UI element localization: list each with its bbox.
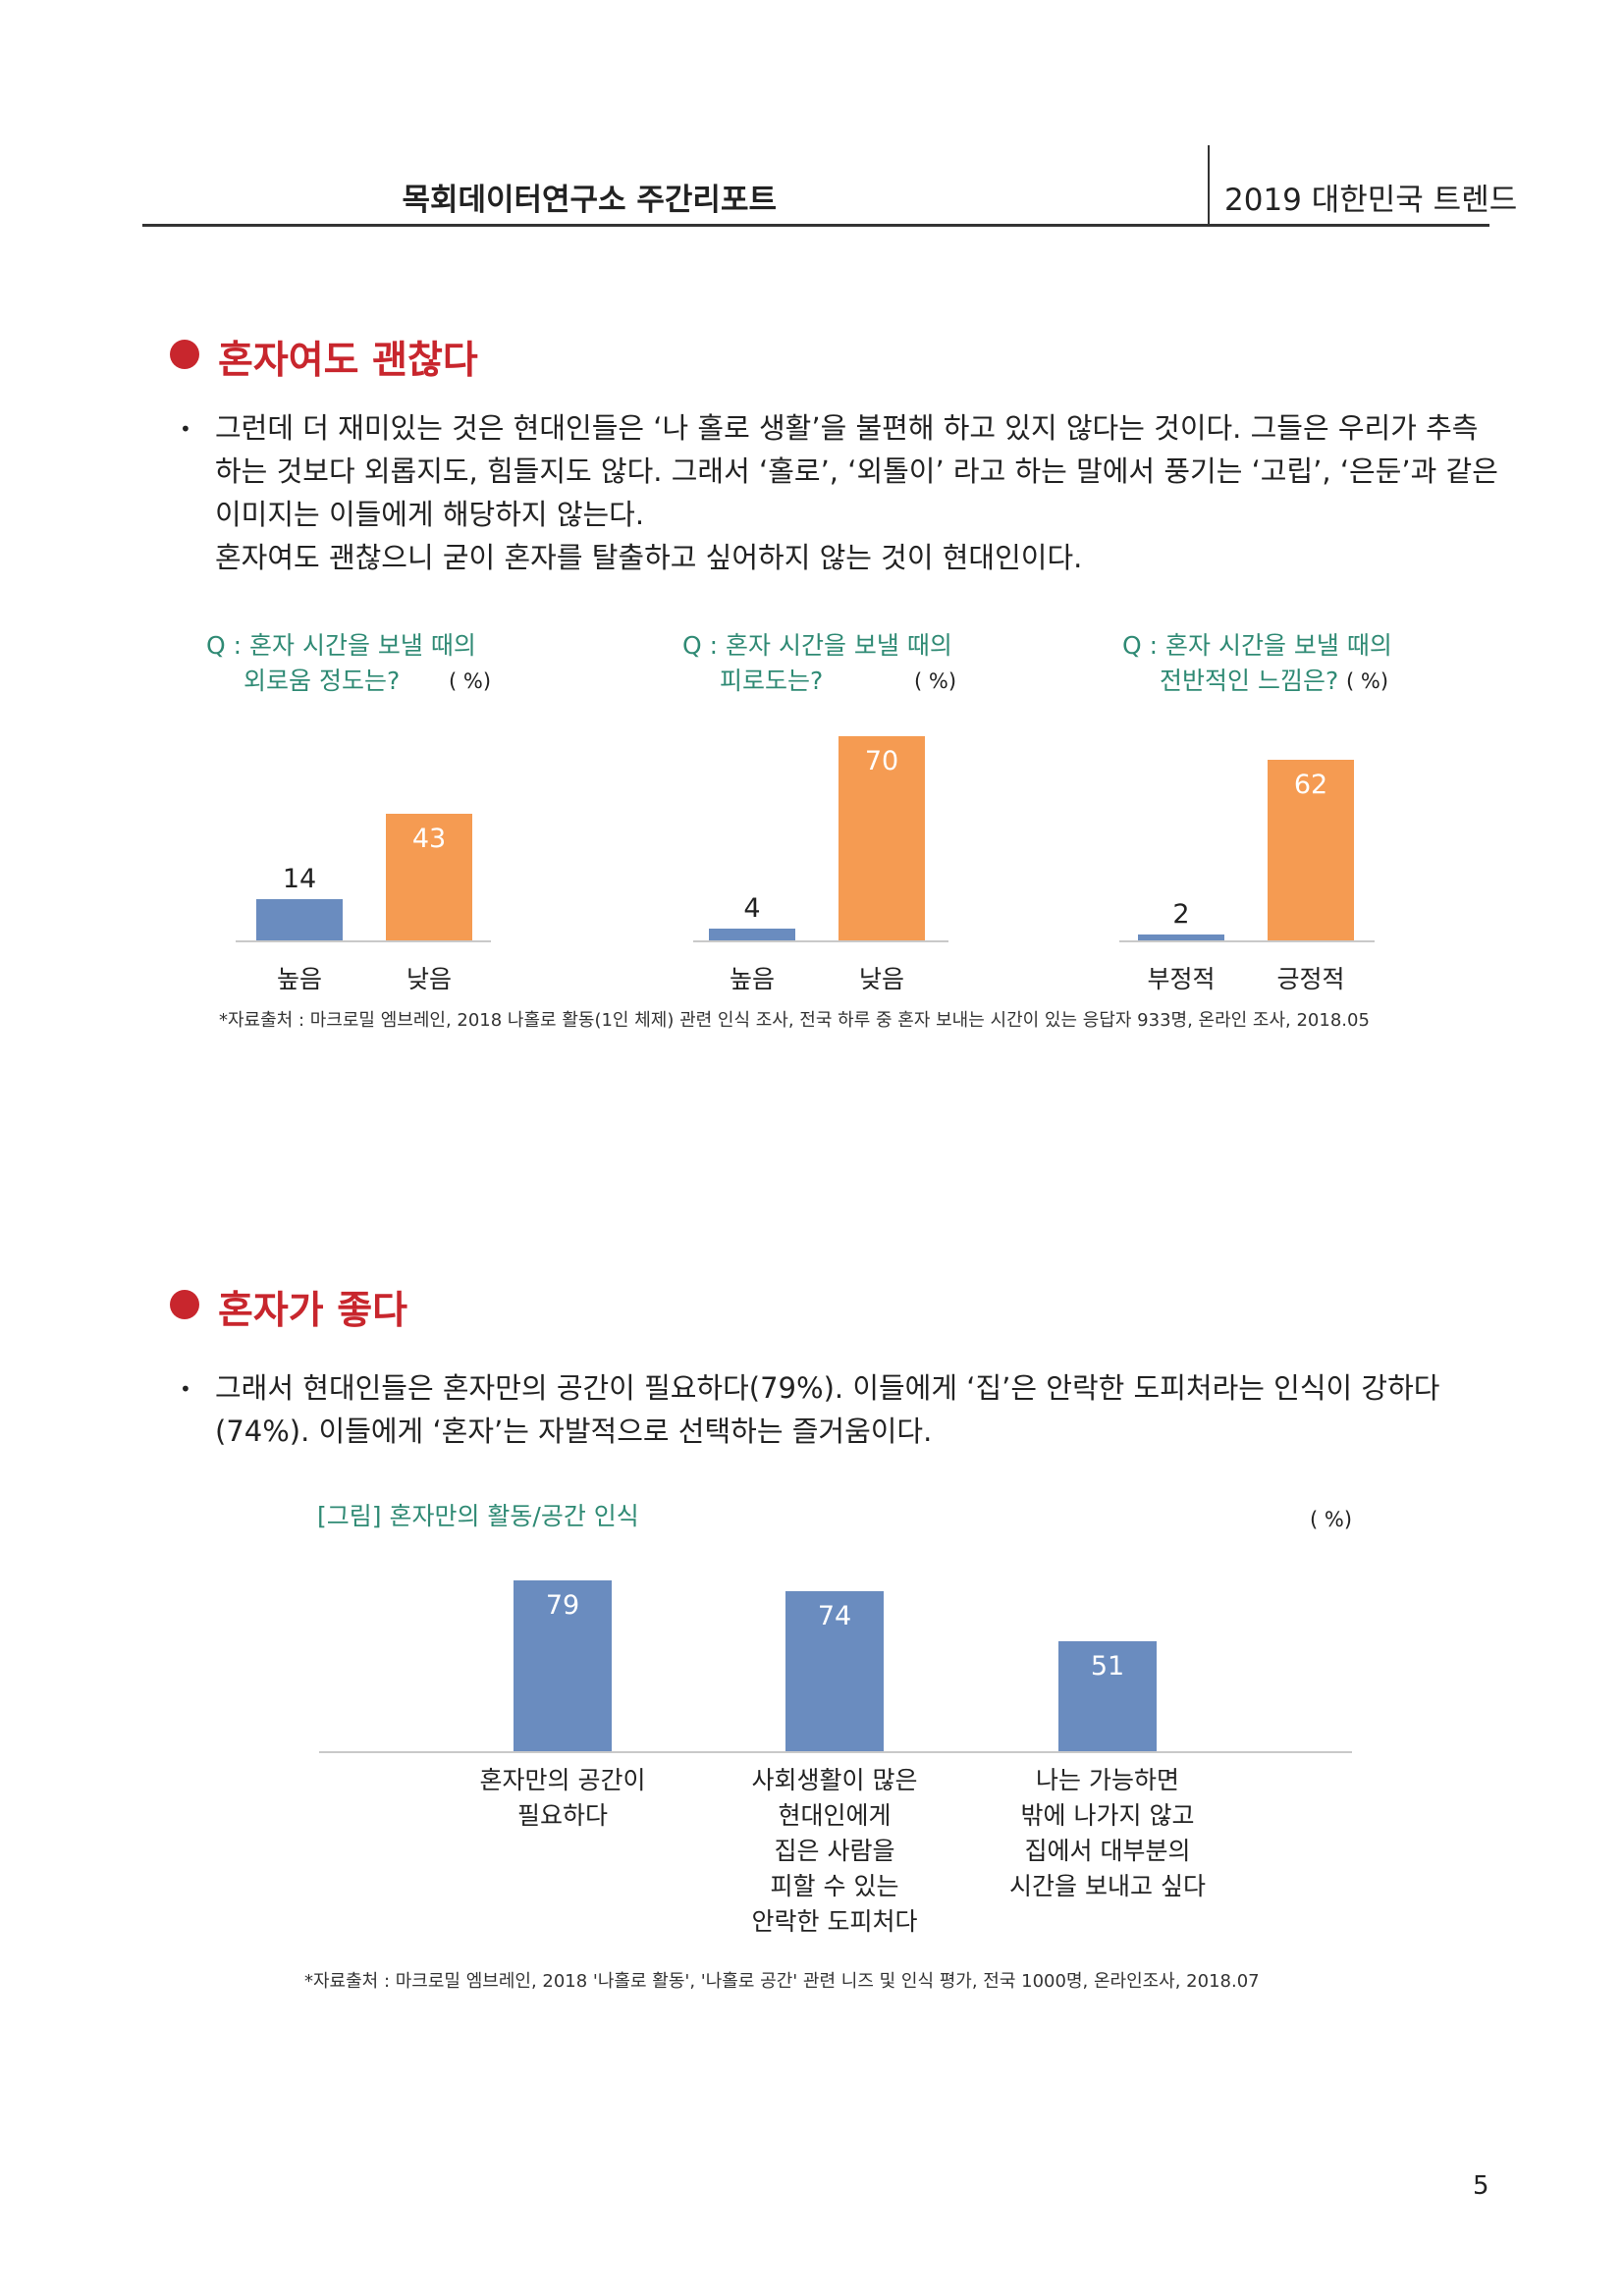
chart3-value-label: 62 [1293,769,1328,800]
chart4-bar [1058,1640,1157,1751]
category-label-line: 집은 사람을 [774,1837,895,1865]
chart3-unit: ( %) [1346,669,1389,693]
chart2-question-line: 피로도는? [720,667,824,695]
category-label-line: 밖에 나가지 않고 [1020,1801,1195,1830]
chart3-question-line: 전반적인 느낌은? [1160,667,1339,695]
chart3-baseline [1119,940,1375,942]
paragraph-bullet: • [180,1377,191,1401]
section1-title: 혼자여도 괜찮다 [218,339,478,383]
header-separator [1208,145,1210,224]
section2-line: (74%). 이들에게 ‘혼자’는 자발적으로 선택하는 즐거움이다. [215,1415,933,1448]
chart1-bar [386,814,472,940]
chart4-value-label: 74 [817,1601,852,1632]
chart4-value-label: 51 [1090,1650,1125,1682]
category-label-line: 혼자만의 공간이 [479,1766,646,1794]
chart4-title: [그림] 혼자만의 활동/공간 인식 [317,1502,639,1530]
category-label-line: 집에서 대부분의 [1024,1837,1191,1865]
category-label-line: 나는 가능하면 [1036,1766,1179,1794]
chart1-value-label: 14 [282,864,317,894]
chart2-question: Q : 혼자 시간을 보낼 때의 피로도는? [682,628,952,699]
section2-line: 그래서 현대인들은 혼자만의 공간이 필요하다(79%). 이들에게 ‘집’은 … [215,1371,1440,1405]
chart2-category-label: 낮음 [858,965,904,993]
chart2-bar [709,929,795,940]
category-label-line: 시간을 보내고 싶다 [1009,1872,1206,1900]
chart3-category-label: 부정적 [1147,965,1216,993]
section2-paragraph: 그래서 현대인들은 혼자만의 공간이 필요하다(79%). 이들에게 ‘집’은 … [215,1366,1439,1453]
section2-source: *자료출처 : 마크로밀 엠브레인, 2018 '나홀로 활동', '나홀로 공… [304,1971,1260,1992]
chart1-bar [256,899,343,940]
chart3-value-label: 2 [1172,899,1190,931]
chart4-bar [785,1591,884,1751]
section2-title: 혼자가 좋다 [218,1289,407,1333]
chart1-value-label: 43 [411,824,447,854]
chart4-baseline [319,1751,1352,1753]
chart1-question-line: Q : 혼자 시간을 보낼 때의 [206,631,476,660]
chart3-bar [1268,759,1354,940]
report-title: 목회데이터연구소 주간리포트 [402,183,777,218]
chart2-unit: ( %) [914,669,957,693]
chart4-bar [514,1580,612,1751]
chart2-baseline [693,940,948,942]
chart3-question: Q : 혼자 시간을 보낼 때의 전반적인 느낌은? [1122,628,1392,699]
section1-line: 이미지는 이들에게 해당하지 않는다. [215,498,645,531]
chart4-value-label: 79 [545,1590,580,1622]
section1-source: *자료출처 : 마크로밀 엠브레인, 2018 나홀로 활동(1인 체제) 관련… [219,1010,1370,1031]
chart1-category-label: 낮음 [406,965,452,993]
section1-paragraph: 그런데 더 재미있는 것은 현대인들은 ‘나 홀로 생활’을 불편해 하고 있지… [215,406,1498,579]
chart1-question-line: 외로움 정도는? [243,667,401,695]
chart2-question-line: Q : 혼자 시간을 보낼 때의 [682,631,952,660]
chart3-category-label: 긍정적 [1276,965,1345,993]
chart2-value-label: 70 [864,746,899,777]
section1-line: 하는 것보다 외롭지도, 힘들지도 않다. 그래서 ‘홀로’, ‘외톨이’ 라고… [215,454,1498,488]
category-label-line: 피할 수 있는 [770,1872,899,1900]
header-rule [142,224,1489,227]
page-number: 5 [1473,2171,1489,2201]
chart1-baseline [236,940,491,942]
chart2-category-label: 높음 [729,965,775,993]
section1-line: 그런데 더 재미있는 것은 현대인들은 ‘나 홀로 생활’을 불편해 하고 있지… [215,411,1479,445]
chart3-bar [1138,934,1224,940]
section1-line: 혼자여도 괜찮으니 굳이 혼자를 탈출하고 싶어하지 않는 것이 현대인이다. [215,541,1083,574]
category-label-line: 사회생활이 많은 [751,1766,918,1794]
chart1-category-label: 높음 [276,965,322,993]
paragraph-bullet: • [180,417,191,441]
chart1-question: Q : 혼자 시간을 보낼 때의 외로움 정도는? [206,628,476,699]
category-label-line: 안락한 도피처다 [751,1907,918,1936]
section-bullet-icon [170,1290,199,1319]
chart3-question-line: Q : 혼자 시간을 보낼 때의 [1122,631,1392,660]
category-label-line: 현대인에게 [778,1801,892,1830]
report-subtitle: 2019 대한민국 트렌드 [1224,183,1518,218]
category-label-line: 필요하다 [516,1801,608,1830]
chart2-bar [839,736,925,940]
chart2-value-label: 4 [743,893,761,925]
chart1-unit: ( %) [449,669,492,693]
chart4-unit: ( %) [1310,1508,1353,1531]
section-bullet-icon [170,340,199,369]
